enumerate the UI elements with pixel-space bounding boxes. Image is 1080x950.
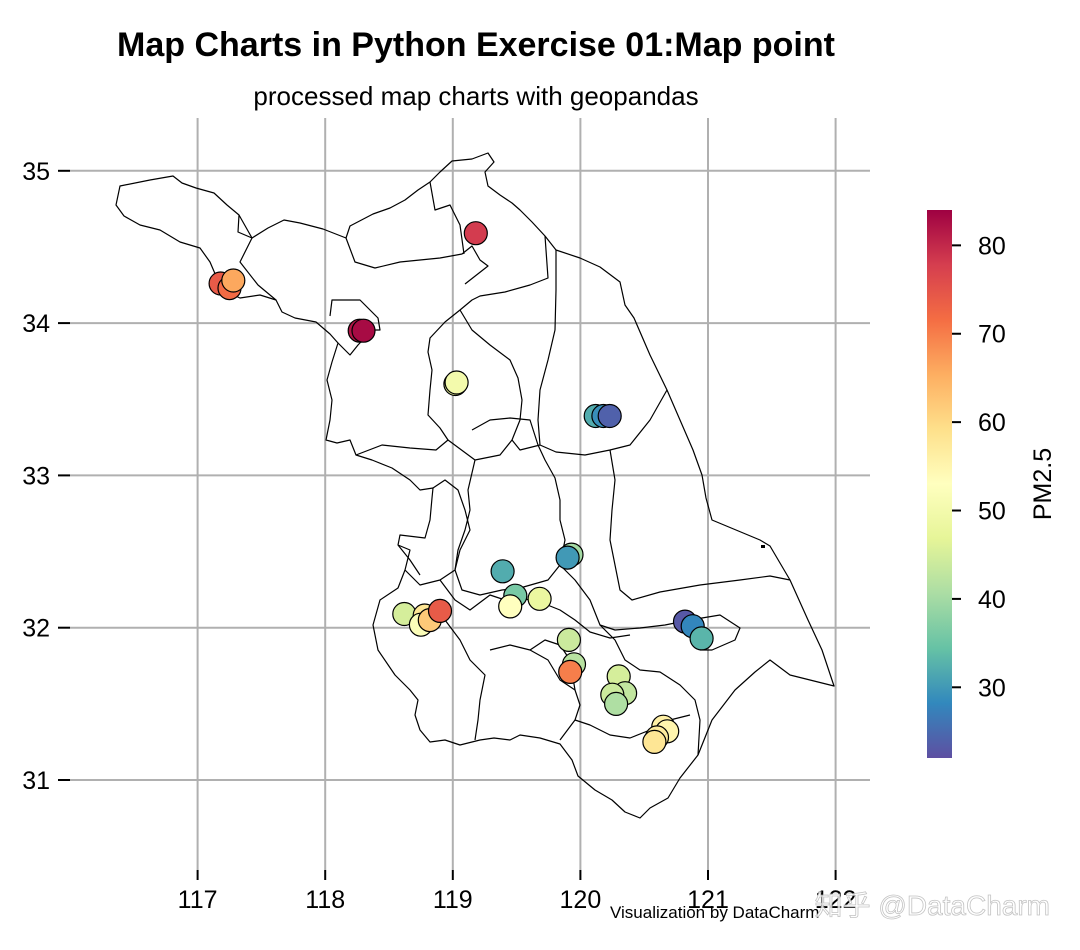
colorbar-label: PM2.5 <box>1029 448 1057 520</box>
map-point <box>558 659 583 685</box>
map-point <box>556 627 582 653</box>
province-map <box>115 152 835 819</box>
station-points <box>208 221 714 755</box>
axis-ticks: 117 118 119 120 121 122 31 32 33 34 35 <box>22 158 856 914</box>
map-point <box>603 691 629 717</box>
chart-subtitle: processed map charts with geopandas <box>253 81 698 111</box>
city-boundary <box>397 544 421 576</box>
island <box>761 545 765 548</box>
chart-title: Map Charts in Python Exercise 01:Map poi… <box>117 26 835 64</box>
map-point <box>463 221 488 246</box>
map-point <box>689 626 714 651</box>
city-boundary <box>429 181 465 255</box>
map-point <box>351 318 376 343</box>
colorbar-tick-label: 60 <box>978 409 1006 437</box>
colorbar-tick-label: 40 <box>978 586 1006 614</box>
map-point <box>427 598 453 624</box>
city-boundary <box>609 449 791 601</box>
watermark: 知乎 @DataCharm <box>815 890 1050 921</box>
credit-text: Visualization by DataCharm <box>610 903 819 922</box>
colorbar-ticks: 30 40 50 60 70 80 <box>952 232 1006 702</box>
x-tick-label: 122 <box>815 886 857 914</box>
map-point <box>221 268 246 293</box>
x-tick-label: 117 <box>178 886 218 914</box>
grid-lines <box>70 118 870 870</box>
x-tick-label: 118 <box>305 886 345 914</box>
city-boundary <box>404 479 471 586</box>
city-boundary <box>489 644 581 741</box>
colorbar-gradient <box>927 210 952 758</box>
city-boundary <box>444 619 486 741</box>
colorbar-tick-label: 50 <box>978 498 1006 526</box>
x-tick-label: 120 <box>560 886 602 914</box>
colorbar-tick-label: 80 <box>978 232 1006 260</box>
city-boundary <box>355 235 549 456</box>
y-tick-label: 32 <box>22 615 50 643</box>
city-boundary <box>511 439 541 451</box>
city-boundary <box>238 214 277 301</box>
y-tick-label: 35 <box>22 158 50 186</box>
y-tick-label: 31 <box>22 767 50 795</box>
map-point <box>642 729 667 755</box>
map-point <box>490 559 515 584</box>
map-point <box>444 370 469 395</box>
colorbar: 30 40 50 60 70 80 PM2.5 <box>927 210 1057 758</box>
colorbar-tick-label: 30 <box>978 674 1006 702</box>
x-tick-label: 121 <box>687 886 729 914</box>
map-point <box>555 545 580 570</box>
map-point <box>597 403 622 429</box>
city-boundary <box>559 564 741 651</box>
city-boundary <box>454 417 566 596</box>
y-tick-label: 34 <box>22 310 50 338</box>
city-boundary <box>329 299 381 356</box>
province-outline <box>115 152 835 819</box>
colorbar-tick-label: 70 <box>978 321 1006 349</box>
map-point <box>498 594 523 619</box>
map-point <box>527 586 552 611</box>
city-boundary <box>599 624 701 756</box>
x-tick-label: 119 <box>433 886 473 914</box>
y-tick-label: 33 <box>22 462 50 490</box>
city-boundary <box>345 237 489 285</box>
city-boundary <box>447 309 523 461</box>
